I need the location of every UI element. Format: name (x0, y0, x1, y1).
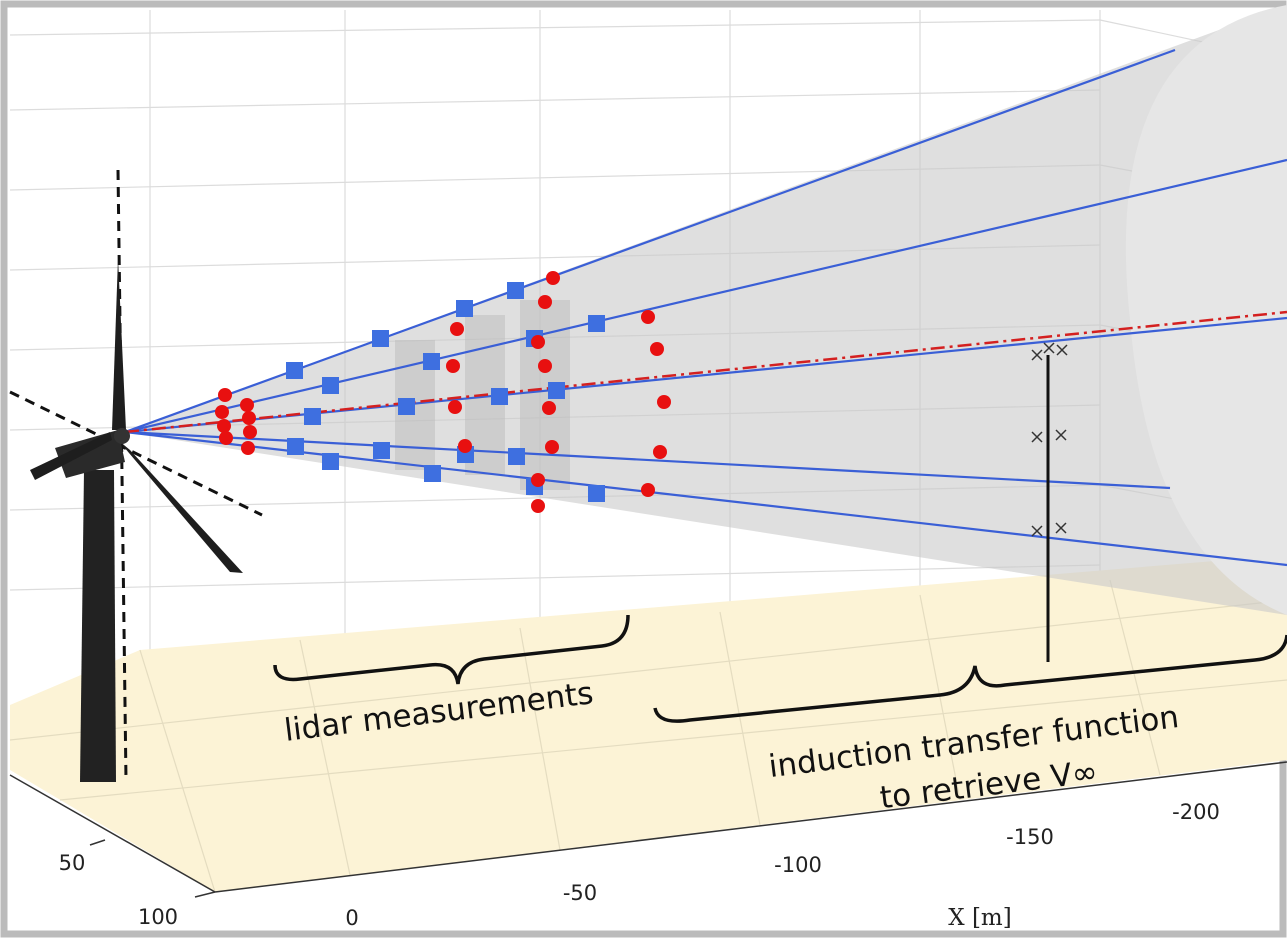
y-tick-label: 100 (138, 905, 178, 929)
lidar-points (286, 282, 605, 502)
y-axis (9, 761, 1287, 898)
ground (10, 555, 1287, 892)
ground-grid (9, 579, 1287, 893)
x-tick-label: -200 (1172, 800, 1220, 824)
braces (273, 614, 1287, 723)
turbine (9, 169, 263, 782)
induction-points (1031, 342, 1068, 662)
x-axis-label: X [m] (948, 905, 1011, 931)
lidar-dots (215, 271, 671, 513)
y-tick-label: 50 (59, 851, 86, 875)
x-tick-label: 0 (345, 906, 358, 930)
cone-end (1125, 5, 1287, 615)
x-tick-label: -100 (774, 853, 822, 877)
x-tick-label: -150 (1006, 825, 1054, 849)
x-tick-label: -50 (563, 881, 597, 905)
